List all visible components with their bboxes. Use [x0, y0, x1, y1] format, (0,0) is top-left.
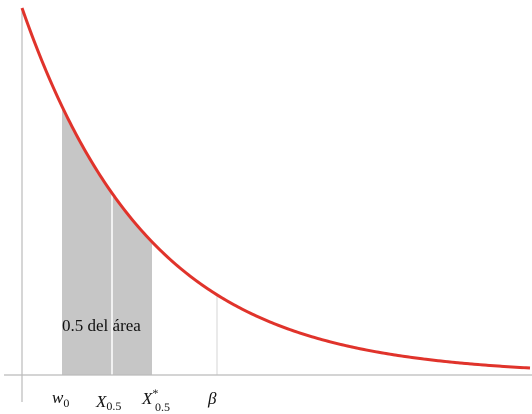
- shaded-area: [62, 106, 152, 376]
- label-sup: *: [152, 386, 158, 400]
- x-label: X* 0.5: [141, 386, 170, 414]
- density-curve: [20, 7, 531, 370]
- label-base: X: [95, 392, 107, 411]
- label-base: w: [52, 388, 64, 407]
- label-sub: 0.5: [106, 399, 121, 413]
- x-label: X0.5: [95, 392, 121, 413]
- area-label: 0.5 del área: [62, 316, 141, 335]
- label-sub: 0.5: [155, 400, 170, 414]
- label-base: β: [207, 389, 217, 408]
- label-base: X: [141, 389, 153, 408]
- x-label: β: [207, 389, 217, 408]
- label-sub: 0: [63, 396, 69, 410]
- x-label: w0: [52, 388, 69, 410]
